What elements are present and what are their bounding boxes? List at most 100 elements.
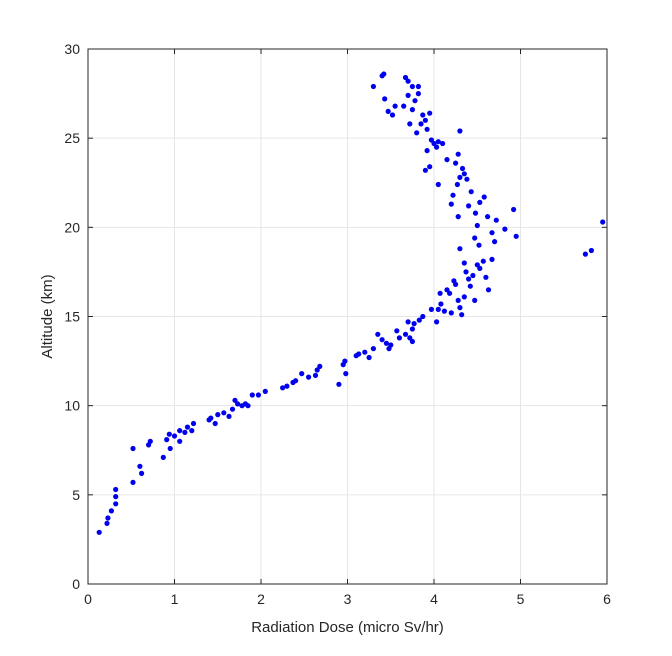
- data-point: [455, 214, 461, 220]
- data-point: [184, 424, 191, 430]
- data-point: [418, 121, 424, 127]
- data-point: [113, 494, 119, 500]
- data-point: [113, 501, 119, 507]
- data-point: [455, 297, 461, 303]
- data-point: [466, 203, 472, 209]
- data-point: [472, 235, 478, 241]
- x-tick-label: 5: [517, 591, 525, 607]
- data-point: [493, 217, 499, 223]
- data-point: [362, 349, 368, 355]
- data-point: [420, 313, 426, 320]
- data-point: [453, 281, 459, 287]
- data-point: [415, 91, 421, 97]
- data-point: [454, 181, 460, 188]
- data-point: [457, 174, 463, 180]
- data-point: [130, 445, 136, 452]
- data-point: [382, 96, 388, 102]
- data-point: [388, 342, 394, 348]
- data-point: [405, 78, 411, 84]
- data-point: [459, 312, 465, 318]
- y-tick-label: 25: [64, 130, 80, 146]
- data-point: [402, 74, 409, 81]
- data-point: [420, 112, 426, 118]
- data-point: [457, 128, 463, 134]
- data-point: [492, 239, 498, 245]
- data-point: [171, 433, 178, 439]
- data-point: [424, 148, 430, 154]
- data-point: [385, 108, 391, 114]
- data-point: [306, 374, 312, 380]
- data-point: [293, 378, 299, 384]
- data-point: [472, 297, 478, 303]
- data-point: [411, 321, 417, 327]
- data-point: [447, 290, 453, 296]
- data-point: [314, 367, 320, 373]
- y-tick-label: 0: [72, 576, 80, 592]
- data-point: [489, 256, 495, 262]
- data-point: [414, 130, 420, 136]
- data-point: [407, 335, 413, 341]
- x-tick-label: 1: [171, 591, 179, 607]
- data-point: [444, 157, 450, 163]
- data-point: [424, 126, 430, 132]
- plot-area-border: [87, 48, 608, 585]
- data-point: [474, 222, 480, 229]
- data-point: [600, 219, 606, 225]
- data-point: [356, 351, 362, 357]
- data-point: [232, 397, 238, 403]
- y-axis-ticks: 0 5 10 15 20 25 30: [64, 41, 607, 592]
- data-point: [104, 520, 110, 527]
- data-point: [409, 338, 415, 345]
- x-axis-ticks: 0 1 2 3 4 5 6: [84, 49, 611, 607]
- data-point: [502, 226, 508, 232]
- data-point: [370, 83, 376, 90]
- data-point: [489, 230, 495, 236]
- data-point: [435, 139, 441, 145]
- data-point: [167, 445, 173, 452]
- data-point: [463, 269, 469, 275]
- data-point: [235, 401, 241, 407]
- data-point: [588, 247, 595, 254]
- data-point: [415, 83, 421, 90]
- data-point: [440, 140, 446, 147]
- data-point: [182, 429, 188, 435]
- data-point: [457, 246, 463, 252]
- data-point: [212, 420, 218, 427]
- data-point: [130, 479, 136, 485]
- data-point: [453, 160, 459, 166]
- data-point: [105, 515, 111, 521]
- data-point: [190, 420, 197, 427]
- x-tick-label: 0: [84, 591, 92, 607]
- data-point: [147, 438, 153, 444]
- data-point: [401, 103, 407, 109]
- data-point: [461, 260, 467, 266]
- data-point: [455, 151, 461, 157]
- data-point: [249, 392, 255, 398]
- data-point: [383, 340, 389, 346]
- data-point: [448, 201, 454, 207]
- data-point: [189, 428, 195, 434]
- data-point: [422, 167, 428, 173]
- data-point: [477, 199, 483, 205]
- data-point: [483, 274, 489, 280]
- y-tick-label: 5: [72, 487, 80, 503]
- data-point: [407, 121, 413, 127]
- data-point: [226, 413, 232, 419]
- data-point: [409, 83, 415, 90]
- data-point: [461, 171, 467, 177]
- data-point: [468, 189, 474, 195]
- data-point: [113, 486, 119, 493]
- data-point: [342, 358, 348, 364]
- data-point: [245, 403, 251, 409]
- data-point: [221, 410, 227, 416]
- grid: [87, 48, 608, 585]
- data-point: [177, 438, 183, 444]
- data-point: [485, 287, 492, 293]
- data-point: [280, 385, 286, 391]
- data-point: [108, 508, 114, 514]
- data-point: [392, 103, 398, 109]
- data-point: [409, 326, 415, 332]
- data-point: [208, 415, 214, 421]
- data-point: [375, 331, 381, 337]
